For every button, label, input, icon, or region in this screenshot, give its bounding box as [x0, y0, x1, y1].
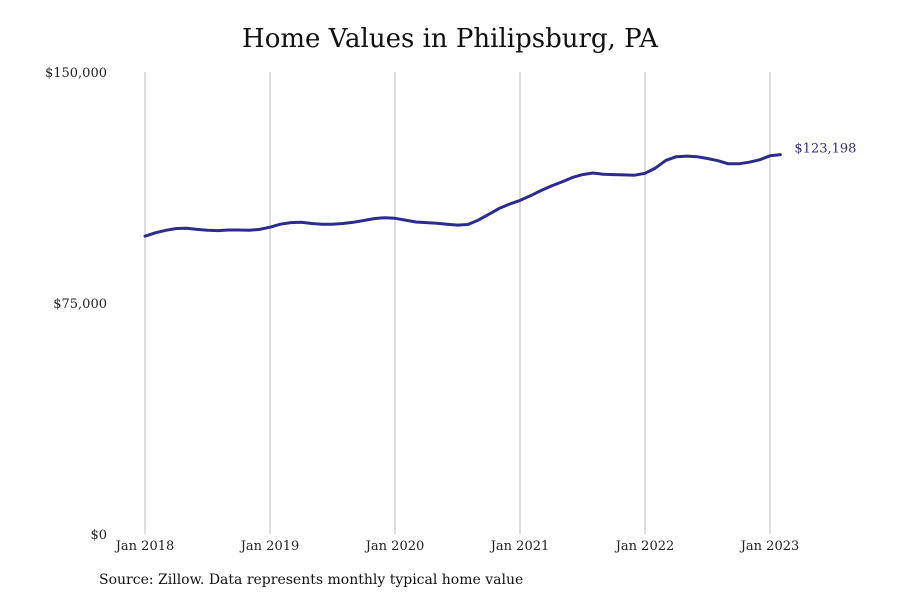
- series-end-label: $123,198: [794, 142, 856, 157]
- y-tick-label: $150,000: [45, 66, 107, 81]
- source-note: Source: Zillow. Data represents monthly …: [99, 572, 524, 588]
- x-tick-label: Jan 2018: [114, 539, 175, 554]
- x-tick-label: Jan 2020: [364, 539, 425, 554]
- y-tick-label: $75,000: [53, 297, 107, 312]
- y-axis-ticks: $0 $75,000 $150,000: [45, 66, 107, 543]
- x-tick-label: Jan 2022: [614, 539, 675, 554]
- x-axis-ticks: Jan 2018 Jan 2019 Jan 2020 Jan 2021 Jan 2022…: [114, 539, 800, 554]
- x-tick-label: Jan 2021: [489, 539, 550, 554]
- grid-lines: [144, 72, 771, 534]
- y-tick-label: $0: [90, 528, 107, 543]
- chart-title: Home Values in Philipsburg, PA: [242, 24, 658, 54]
- series-line: [143, 153, 782, 238]
- x-tick-label: Jan 2019: [239, 539, 300, 554]
- x-tick-label: Jan 2023: [739, 539, 800, 554]
